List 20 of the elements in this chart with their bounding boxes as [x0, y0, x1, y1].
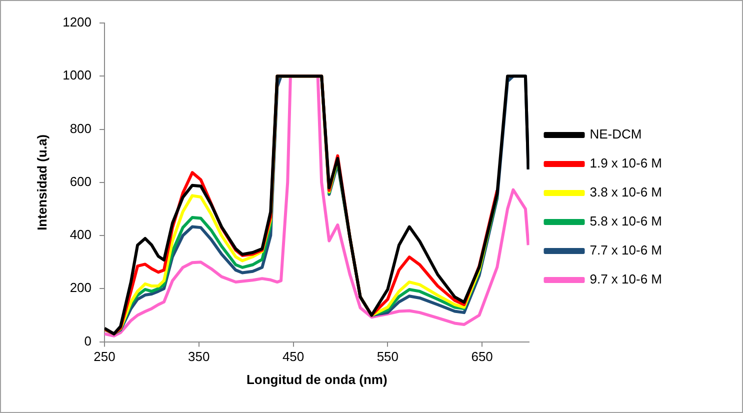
x-tick-label: 650	[471, 349, 493, 364]
legend-label: 1.9 x 10-6 M	[590, 156, 662, 171]
legend-label: NE-DCM	[590, 126, 642, 142]
legend-label: 5.8 x 10-6 M	[590, 214, 662, 229]
legend-label: 7.7 x 10-6 M	[590, 242, 662, 258]
y-tick-label: 0	[84, 333, 92, 348]
y-tick-label: 600	[70, 174, 92, 189]
x-tick-label: 550	[376, 349, 399, 364]
y-tick-label: 200	[70, 280, 92, 296]
x-tick-label: 450	[282, 349, 304, 364]
y-axis-title: Intensidad (u.a)	[34, 134, 50, 230]
y-tick-label: 800	[70, 120, 92, 136]
y-tick-label: 1200	[62, 14, 92, 30]
x-axis-title: Longitud de onda (nm)	[246, 372, 388, 387]
x-tick-label: 350	[188, 349, 210, 364]
y-tick-label: 400	[70, 227, 92, 242]
y-tick-label: 1000	[62, 68, 92, 83]
x-tick-label: 250	[94, 349, 116, 364]
legend-label: 3.8 x 10-6 M	[590, 184, 662, 200]
legend-label: 9.7 x 10-6 M	[590, 272, 662, 287]
